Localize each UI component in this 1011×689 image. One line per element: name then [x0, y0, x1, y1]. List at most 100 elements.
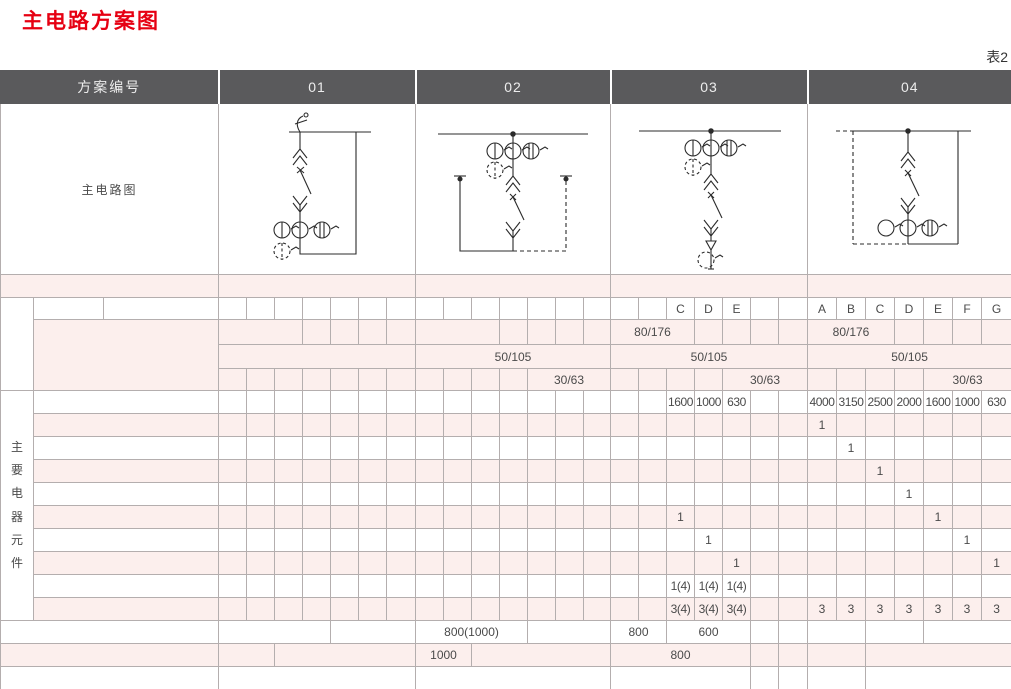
table-cell: [638, 459, 668, 483]
table-cell: [218, 666, 417, 689]
table-cell: 30/63: [923, 368, 1011, 391]
table-cell: [302, 505, 332, 529]
table-cell: [218, 551, 248, 575]
table-cell: [386, 459, 417, 483]
table-cell: [583, 551, 612, 575]
table-cell: [443, 297, 473, 320]
table-cell: [722, 505, 752, 529]
table-cell: [807, 368, 838, 391]
table-cell: [527, 597, 557, 621]
table-cell: [0, 666, 220, 689]
table-cell: [499, 390, 529, 414]
table-cell: C: [666, 297, 696, 320]
table-cell: [666, 551, 696, 575]
table-cell: [807, 459, 838, 483]
table-cell: [274, 368, 304, 391]
table-cell: [415, 319, 501, 345]
table-cell: [583, 297, 612, 320]
table-cell: [302, 413, 332, 437]
table-cell: [923, 620, 1011, 644]
table-cell: [865, 643, 1011, 667]
table-cell: [218, 574, 248, 598]
table-cell: [894, 368, 925, 391]
table-cell: [923, 551, 954, 575]
table-cell: [246, 413, 276, 437]
table-cell: [330, 459, 360, 483]
table-cell: [218, 597, 248, 621]
table-cell: [610, 368, 640, 391]
table-cell: [694, 413, 724, 437]
table-cell: [32, 597, 220, 621]
table-cell: [583, 528, 612, 552]
table-cell: [415, 274, 612, 298]
table-cell: [218, 482, 248, 506]
table-cell: [330, 597, 360, 621]
table-cell: [415, 597, 445, 621]
table-cell: [218, 274, 417, 298]
table-cell: [836, 368, 867, 391]
table-cell: 3: [836, 597, 867, 621]
table-row: 1: [1, 459, 1011, 483]
table-cell: [981, 436, 1011, 460]
table-cell: [246, 297, 276, 320]
table-cell: [527, 390, 557, 414]
table-cell: [302, 551, 332, 575]
table-cell: [666, 528, 696, 552]
table-cell: [358, 505, 388, 529]
table-cell: [952, 505, 983, 529]
table-cell: [638, 528, 668, 552]
table-cell: [274, 413, 304, 437]
table-cell: [750, 505, 780, 529]
main-circuit-row: 主电路图: [0, 103, 1011, 275]
table-cell: [610, 551, 640, 575]
table-row: 主 要 电 器 元 件 1600 1000 630 4000 3150 2500 2000 16…: [0, 390, 1011, 621]
table-cell: [952, 459, 983, 483]
table-cell: [610, 390, 640, 414]
table-cell: [894, 574, 925, 598]
table-cell: 2000: [894, 390, 925, 414]
table-cell: [274, 436, 304, 460]
table-cell: 50/105: [610, 344, 809, 369]
table-cell: [471, 482, 501, 506]
table-cell: [807, 436, 838, 460]
table-row: 1: [1, 436, 1011, 460]
table-cell: [471, 597, 501, 621]
table-cell: [358, 319, 388, 345]
row-label-cell: [32, 319, 220, 391]
table-cell: [722, 413, 752, 437]
table-cell: [638, 413, 668, 437]
table-cell: [694, 551, 724, 575]
table-cell: [778, 643, 809, 667]
table-cell: [32, 551, 220, 575]
table-cell: [218, 368, 248, 391]
table-cell: [555, 436, 585, 460]
table-cell: [750, 413, 780, 437]
table-cell: [32, 459, 220, 483]
table-cell: [246, 482, 276, 506]
table-cell: [218, 436, 248, 460]
table-cell: [527, 482, 557, 506]
table-cell: [610, 528, 640, 552]
table-cell: [246, 551, 276, 575]
circuit-diagram-02-icon: [438, 131, 589, 252]
table-cell: 1: [865, 459, 896, 483]
table-cell: [666, 459, 696, 483]
table-cell: [981, 528, 1011, 552]
table-cell: [443, 368, 473, 391]
table-cell: [246, 368, 276, 391]
table-row: [0, 666, 1011, 689]
table-cell: 1(4): [722, 574, 752, 598]
table-row: [0, 274, 1011, 298]
table-cell: [0, 274, 220, 298]
table-cell: [666, 368, 696, 391]
table-cell: [358, 482, 388, 506]
table-cell: [415, 528, 445, 552]
table-cell: 3150: [836, 390, 867, 414]
table-cell: [443, 436, 473, 460]
table-cell: [218, 344, 417, 369]
table-cell: [865, 482, 896, 506]
table-cell: F: [952, 297, 983, 320]
table-cell: [750, 390, 780, 414]
table-cell: [246, 505, 276, 529]
